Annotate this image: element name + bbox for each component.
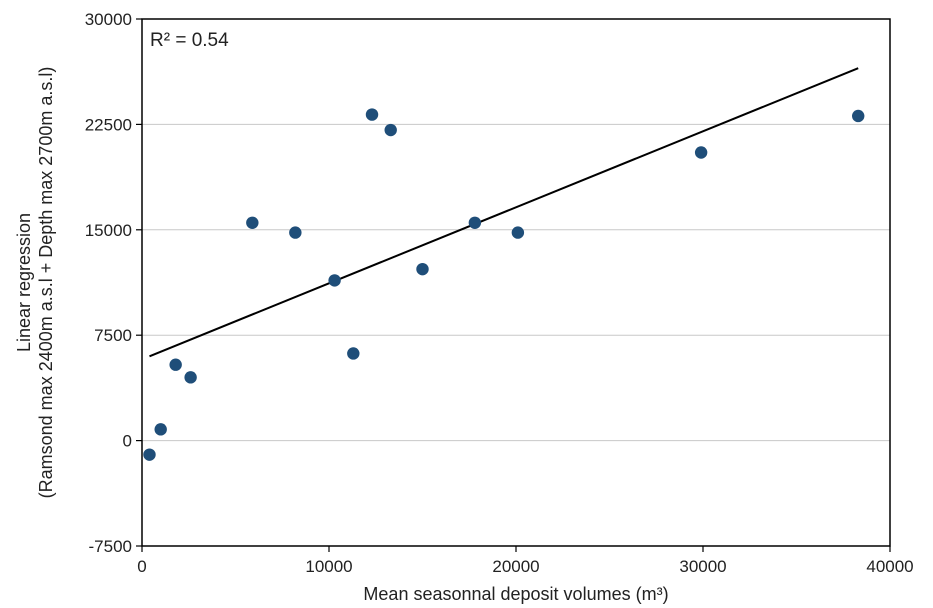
regression-line [149, 67, 859, 358]
x-axis-title: Mean seasonnal deposit volumes (m³) [363, 584, 668, 604]
y-tick-label: 0 [123, 432, 132, 451]
data-point [511, 226, 525, 239]
x-tick-label: 0 [137, 557, 146, 576]
data-point [184, 371, 197, 384]
data-point [384, 123, 397, 137]
data-point [694, 146, 708, 159]
y-tick-label: -7500 [89, 537, 132, 556]
data-point [246, 216, 259, 229]
data-point [416, 262, 429, 276]
data-point [365, 108, 379, 121]
x-tick-label: 20000 [492, 557, 539, 576]
data-point [852, 109, 865, 123]
y-tick-label: 15000 [85, 221, 132, 240]
x-tick-label: 40000 [866, 557, 913, 576]
data-point [468, 216, 482, 229]
data-point [143, 448, 156, 461]
y-axis-title-line-2: (Ramsond max 2400m a.s.l + Depth max 270… [36, 67, 56, 499]
y-tick-label: 22500 [85, 115, 132, 134]
y-tick-label: 7500 [94, 326, 132, 345]
r-squared-annotation: R² = 0.54 [150, 30, 229, 51]
data-point [154, 423, 167, 436]
data-point [169, 358, 182, 371]
y-tick-label: 30000 [85, 10, 132, 29]
axis-ticks: -7500 0 7500 15000 22500 30000 0 10000 20000 3000… [85, 10, 914, 576]
trendline-layer [149, 67, 859, 358]
data-points [143, 108, 865, 461]
x-tick-label: 30000 [679, 557, 726, 576]
data-point [328, 274, 341, 287]
data-point [289, 226, 302, 239]
x-tick-label: 10000 [305, 557, 352, 576]
data-point [347, 347, 360, 360]
y-axis-title-line-1: Linear regression [14, 213, 34, 352]
y-axis-title: Linear regression (Ramsond max 2400m a.s… [14, 67, 56, 499]
